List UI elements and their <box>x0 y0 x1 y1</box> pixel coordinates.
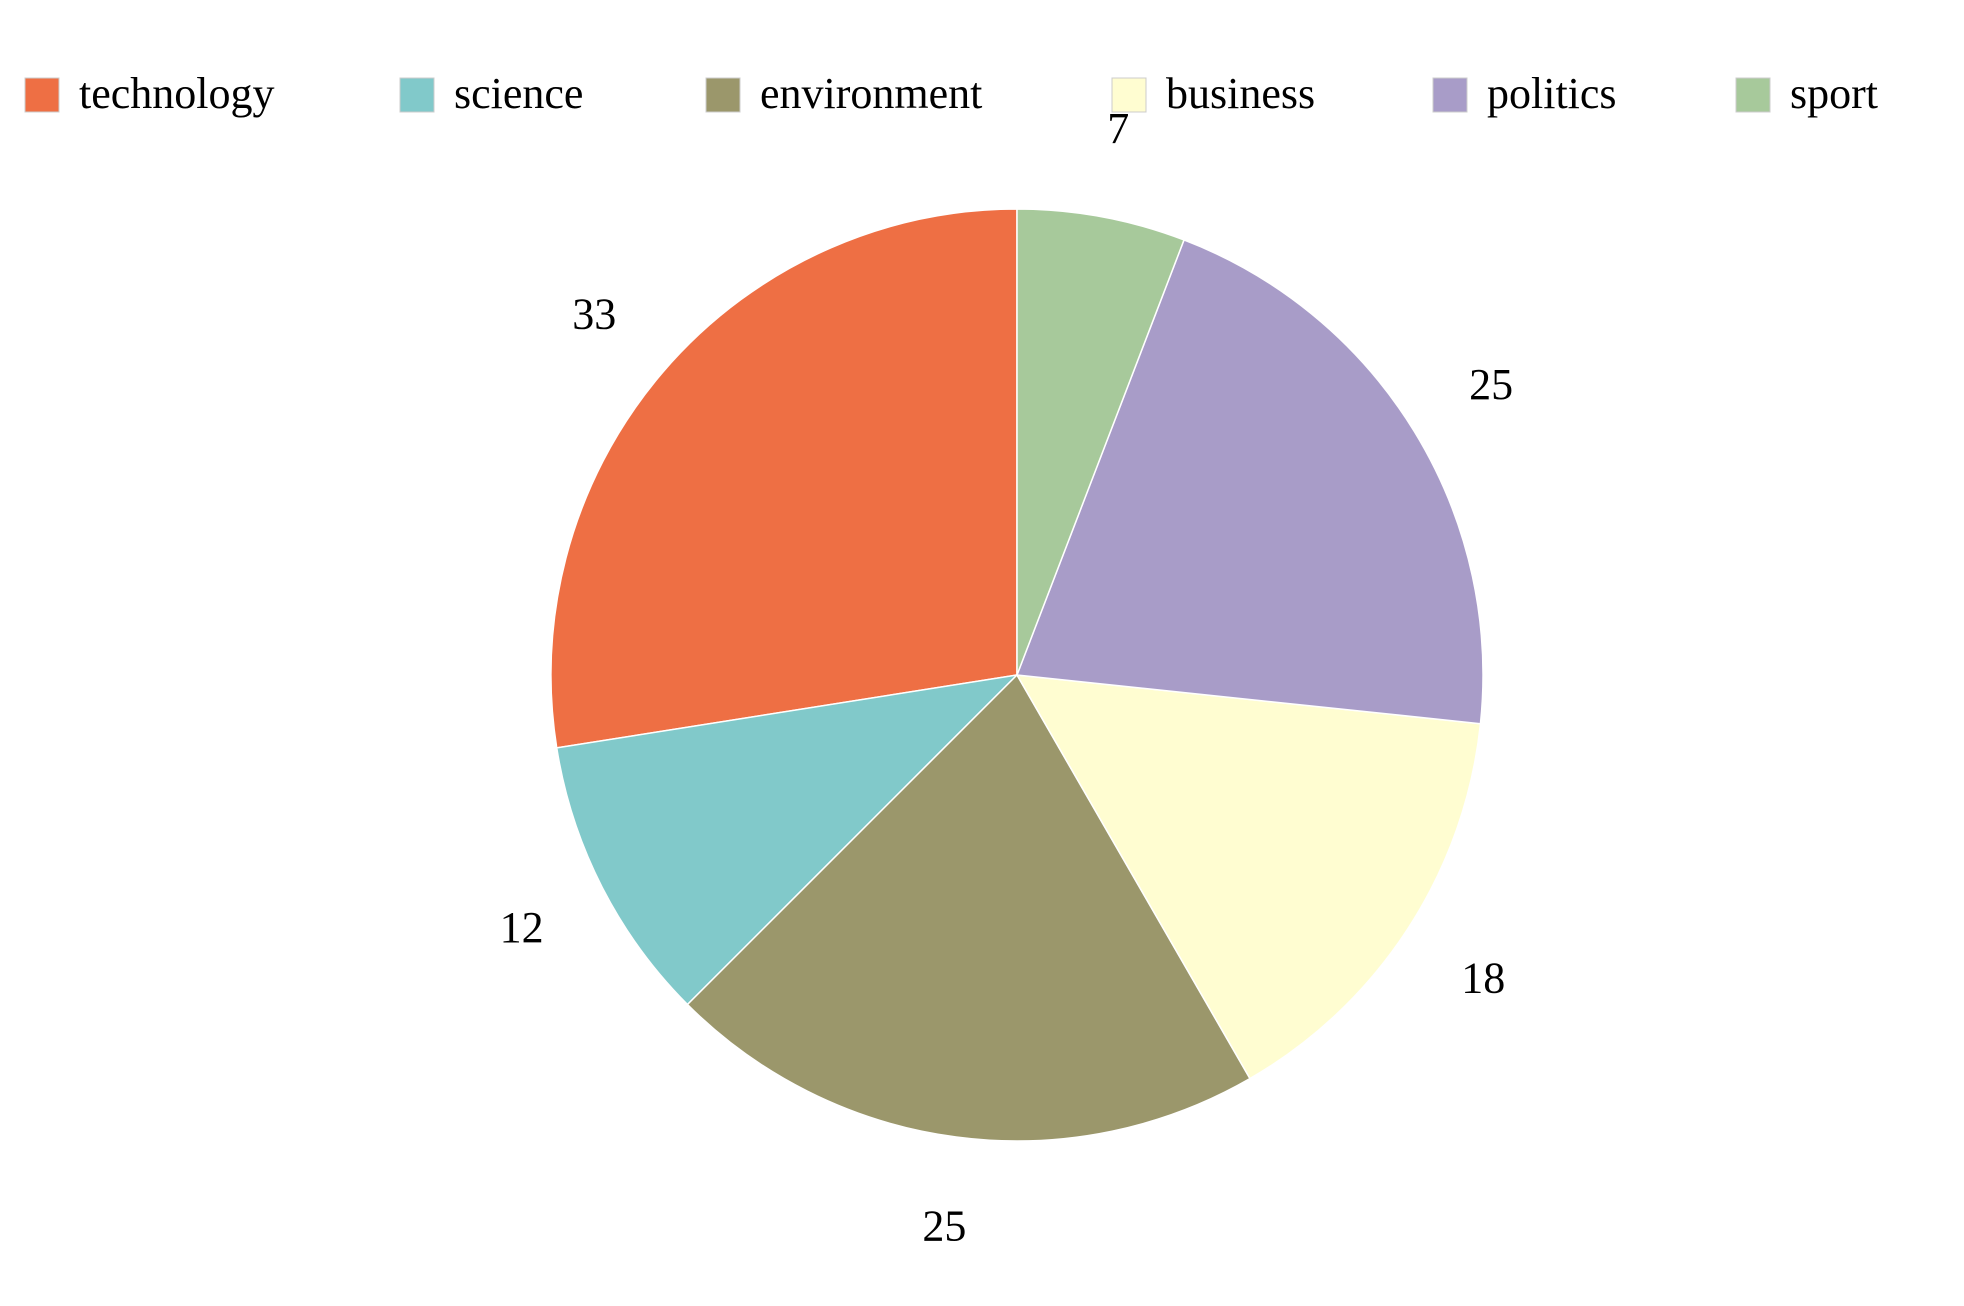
data-label-environment: 25 <box>922 1202 966 1251</box>
legend-label-environment: environment <box>760 69 982 118</box>
legend-swatch-politics <box>1432 77 1468 113</box>
data-label-politics: 25 <box>1469 360 1513 409</box>
pie-slice-technology <box>550 208 1018 749</box>
pie-slice-sport <box>1016 208 1185 676</box>
pie-slices <box>550 208 1484 1142</box>
legend-swatch-environment <box>705 77 741 113</box>
legend-label-politics: politics <box>1487 69 1617 118</box>
pie-slice-environment <box>686 673 1252 1142</box>
data-labels: 33 12 25 18 25 7 <box>500 104 1514 1251</box>
legend-label-science: science <box>454 69 583 118</box>
data-label-science: 12 <box>500 903 544 952</box>
legend-label-business: business <box>1166 69 1315 118</box>
legend: technology science environment business poli… <box>24 69 1878 118</box>
pie-slice-science <box>555 673 1020 1006</box>
legend-swatch-sport <box>1735 77 1771 113</box>
legend-swatch-technology <box>24 77 60 113</box>
legend-label-technology: technology <box>79 69 275 118</box>
legend-swatch-business <box>1111 77 1147 113</box>
data-label-sport: 7 <box>1107 104 1129 153</box>
data-label-technology: 33 <box>572 289 616 338</box>
legend-swatch-science <box>399 77 435 113</box>
data-label-business: 18 <box>1461 953 1505 1002</box>
pie-slice-business <box>1015 674 1482 1080</box>
pie-slice-politics <box>1015 238 1484 725</box>
legend-label-sport: sport <box>1790 69 1878 118</box>
